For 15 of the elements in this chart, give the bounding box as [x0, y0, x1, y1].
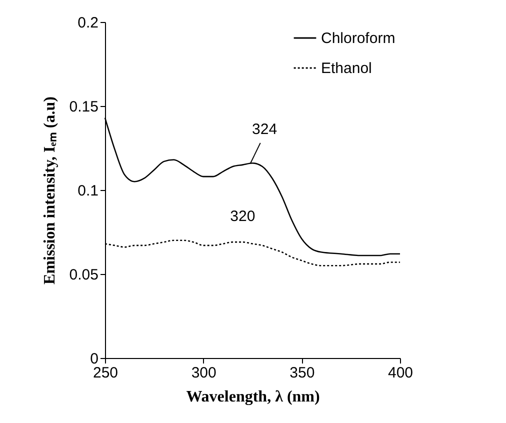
y-axis-title: Emission intensity, Iₑₘ (a.u): [41, 96, 58, 284]
annotation: 324: [252, 121, 278, 138]
legend-label: Ethanol: [321, 60, 372, 77]
x-tick-label: 250: [92, 364, 118, 382]
y-tick-label: 0.1: [78, 182, 98, 200]
y-tick-label: 0.15: [69, 98, 98, 116]
x-axis-title: Wavelength, λ (nm): [186, 388, 320, 406]
annotation: 320: [230, 208, 256, 226]
y-tick-label: 0: [90, 350, 98, 368]
x-tick-label: 400: [388, 364, 414, 382]
y-tick-label: 0.2: [78, 14, 98, 32]
y-tick-label: 0.05: [69, 266, 98, 284]
x-tick-label: 350: [290, 364, 315, 382]
x-tick-label: 300: [191, 364, 216, 382]
legend-label: Chloroform: [321, 30, 396, 47]
